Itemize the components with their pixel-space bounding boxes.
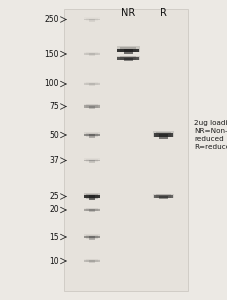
Bar (89, 209, 95, 212)
Bar (89, 53, 95, 56)
Text: 100: 100 (44, 80, 59, 88)
Bar (84, 17, 100, 20)
Bar (86, 18, 98, 21)
Bar (89, 134, 95, 138)
Bar (84, 106, 100, 107)
Bar (86, 52, 98, 55)
Bar (156, 132, 171, 137)
Bar (84, 235, 100, 238)
Bar (84, 236, 100, 238)
Bar (89, 195, 95, 200)
Text: 20: 20 (49, 206, 59, 214)
Bar (117, 46, 140, 52)
Bar (117, 49, 139, 52)
Text: 37: 37 (49, 156, 59, 165)
Bar (117, 57, 139, 60)
Text: 2ug loading
NR=Non-
reduced
R=reduced: 2ug loading NR=Non- reduced R=reduced (194, 120, 227, 150)
Bar (64, 9, 188, 291)
Bar (84, 158, 100, 161)
Bar (84, 134, 100, 136)
Bar (84, 195, 100, 198)
Bar (84, 53, 100, 55)
Bar (89, 260, 95, 263)
Bar (84, 132, 100, 136)
Bar (159, 196, 168, 200)
Text: 250: 250 (44, 15, 59, 24)
Bar (86, 208, 98, 211)
Bar (86, 104, 98, 108)
Bar (84, 19, 100, 20)
Bar (84, 209, 100, 211)
Bar (153, 131, 174, 136)
Bar (84, 83, 100, 85)
Bar (89, 236, 95, 240)
Bar (86, 133, 98, 137)
Bar (89, 106, 95, 109)
Bar (153, 195, 173, 198)
Bar (84, 52, 100, 55)
Text: NR: NR (121, 8, 135, 17)
Bar (84, 208, 100, 211)
Bar (86, 194, 98, 199)
Bar (84, 193, 100, 198)
Bar (156, 194, 171, 198)
Text: R: R (160, 8, 167, 17)
Text: 15: 15 (49, 232, 59, 242)
Bar (84, 82, 100, 85)
Bar (89, 19, 95, 22)
Bar (153, 194, 174, 198)
Bar (84, 260, 100, 262)
Text: 10: 10 (49, 256, 59, 266)
Bar (117, 56, 140, 60)
Text: 25: 25 (49, 192, 59, 201)
Bar (86, 235, 98, 238)
Bar (124, 58, 133, 62)
Bar (124, 49, 133, 54)
Bar (89, 83, 95, 86)
Bar (153, 134, 173, 136)
Bar (84, 259, 100, 262)
Bar (84, 160, 100, 161)
Text: 50: 50 (49, 130, 59, 140)
Bar (159, 134, 168, 139)
Bar (120, 56, 136, 60)
Text: 75: 75 (49, 102, 59, 111)
Bar (84, 104, 100, 108)
Bar (86, 259, 98, 262)
Bar (89, 160, 95, 163)
Text: 150: 150 (44, 50, 59, 58)
Bar (86, 82, 98, 85)
Bar (86, 159, 98, 162)
Bar (120, 47, 136, 52)
